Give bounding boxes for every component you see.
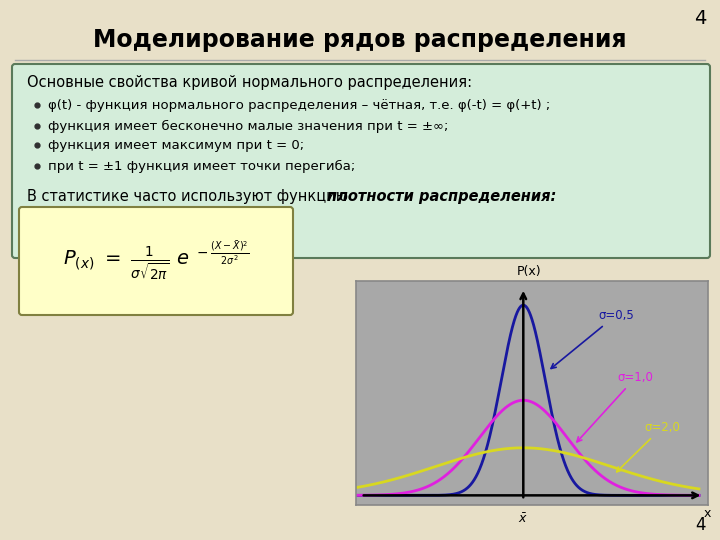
Text: при t = ±1 функция имеет точки перегиба;: при t = ±1 функция имеет точки перегиба; — [48, 159, 355, 173]
Text: плотности распределения:: плотности распределения: — [327, 188, 557, 204]
Text: Основные свойства кривой нормального распределения:: Основные свойства кривой нормального рас… — [27, 75, 472, 90]
Text: φ(t) - функция нормального распределения – чётная, т.е. φ(-t) = φ(+t) ;: φ(t) - функция нормального распределения… — [48, 98, 550, 111]
Text: σ=0,5: σ=0,5 — [551, 309, 634, 368]
Text: P(x): P(x) — [517, 266, 541, 279]
Text: В статистике часто используют функцию: В статистике часто используют функцию — [27, 188, 353, 204]
Text: σ=1,0: σ=1,0 — [577, 371, 654, 442]
Text: Моделирование рядов распределения: Моделирование рядов распределения — [93, 28, 627, 52]
Text: функция имеет бесконечно малые значения при t = ±∞;: функция имеет бесконечно малые значения … — [48, 119, 449, 132]
Text: 4: 4 — [695, 516, 706, 534]
Text: 4: 4 — [694, 9, 706, 28]
Text: функция имеет максимум при t = 0;: функция имеет максимум при t = 0; — [48, 138, 304, 152]
Text: x: x — [704, 507, 711, 520]
FancyBboxPatch shape — [19, 207, 293, 315]
Text: $\bar{x}$: $\bar{x}$ — [518, 512, 528, 525]
FancyBboxPatch shape — [12, 64, 710, 258]
Text: $P_{(x)}\ =\ \frac{1}{\sigma\sqrt{2\pi}}\ e^{\ -\frac{(X-\bar{X})^2}{2\sigma^2}}: $P_{(x)}\ =\ \frac{1}{\sigma\sqrt{2\pi}}… — [63, 240, 249, 282]
Text: σ=2,0: σ=2,0 — [616, 421, 680, 472]
